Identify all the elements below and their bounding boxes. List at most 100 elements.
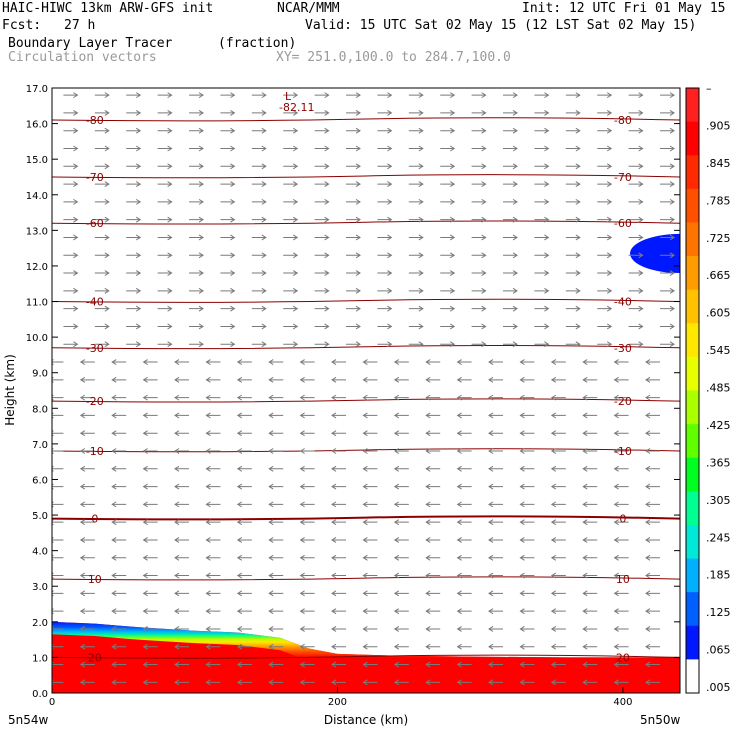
wind-vector <box>174 519 190 526</box>
wind-vector <box>251 109 267 116</box>
wind-vector <box>331 608 347 615</box>
wind-vector <box>346 305 361 312</box>
tracer-fill-edge <box>52 621 680 670</box>
wind-vector <box>220 198 236 205</box>
wind-vector <box>613 554 629 561</box>
wind-vector <box>408 198 424 205</box>
colorbar-label: .605 <box>706 307 731 320</box>
wind-vector <box>550 501 566 508</box>
contour-label: -40 <box>614 296 632 309</box>
wind-vector <box>425 643 441 650</box>
wind-vector <box>534 145 550 152</box>
wind-vector <box>471 270 487 276</box>
wind-vector <box>597 92 613 99</box>
wind-vector <box>251 181 267 188</box>
wind-vector <box>236 608 252 615</box>
wind-vector <box>157 198 173 205</box>
temperature-contour <box>52 398 680 403</box>
wind-vector <box>582 679 598 686</box>
wind-vector <box>456 448 472 454</box>
wind-vector <box>645 554 661 561</box>
wind-vector <box>251 323 267 330</box>
y-tick-label: 15.0 <box>26 155 48 166</box>
wind-vector <box>236 501 252 508</box>
wind-vector <box>488 359 504 365</box>
wind-vector <box>314 305 330 312</box>
wind-vector <box>79 626 95 632</box>
wind-vector <box>471 181 487 188</box>
temperature-contour <box>52 448 680 453</box>
colorbar-label: .185 <box>706 569 731 582</box>
wind-vector <box>157 287 173 294</box>
wind-vector <box>425 608 441 615</box>
wind-vector <box>393 626 409 632</box>
wind-vector <box>236 465 252 472</box>
wind-vector <box>174 465 190 472</box>
wind-vector <box>425 465 441 472</box>
wind-vector <box>205 554 221 561</box>
wind-vector <box>613 572 629 579</box>
contour-label: -30 <box>614 342 632 355</box>
wind-vector <box>362 376 378 383</box>
wind-vector <box>456 465 472 472</box>
wind-vector <box>362 465 378 472</box>
colorbar-label: .545 <box>706 344 731 357</box>
wind-vector <box>79 679 95 686</box>
wind-vector <box>660 145 675 152</box>
wind-vector <box>425 430 441 437</box>
wind-vector <box>628 198 644 205</box>
wind-vector <box>283 181 299 188</box>
wind-vector <box>236 679 252 686</box>
wind-vector <box>550 608 566 615</box>
wind-vector <box>205 626 221 632</box>
wind-vector <box>79 661 95 668</box>
wind-vector <box>534 341 550 348</box>
wind-vector <box>565 127 581 134</box>
wind-vector <box>331 572 347 579</box>
y-tick-label: 8.0 <box>32 404 48 415</box>
wind-vector <box>393 483 409 490</box>
wind-vector <box>597 127 613 134</box>
wind-vector <box>456 590 472 597</box>
wind-vector <box>157 341 173 348</box>
wind-vector <box>63 181 79 188</box>
wind-vector <box>582 519 598 526</box>
colorbar-label: .845 <box>706 157 731 170</box>
wind-vector <box>613 501 629 508</box>
wind-vector <box>174 590 190 597</box>
wind-vector <box>331 483 347 490</box>
wind-vector <box>189 163 204 170</box>
wind-vector <box>111 626 127 632</box>
wind-vector <box>597 323 613 330</box>
wind-vector <box>220 341 236 348</box>
model-title: HAIC-HIWC 13km ARW-GFS init <box>2 1 214 16</box>
wind-vector <box>346 198 361 205</box>
plot-frame <box>51 87 681 694</box>
wind-vector <box>142 537 158 543</box>
wind-vector <box>377 341 393 348</box>
wind-vector <box>111 430 127 437</box>
wind-vector <box>628 145 644 152</box>
wind-vector <box>597 109 613 116</box>
wind-vector <box>550 465 566 472</box>
wind-vector <box>220 163 236 170</box>
wind-vector <box>550 590 566 597</box>
contour-label: -80 <box>614 114 632 127</box>
wind-vector <box>362 590 378 597</box>
fcst-label: Fcst: <box>2 18 42 33</box>
colorbar-label: .425 <box>706 419 731 432</box>
wind-vector <box>189 109 204 116</box>
wind-vector <box>519 554 535 561</box>
wind-vector <box>94 216 110 223</box>
colorbar-swatch <box>686 356 699 391</box>
wind-vector <box>126 216 142 223</box>
wind-vector <box>111 537 127 543</box>
wind-vector <box>283 270 299 276</box>
wind-vector <box>251 305 267 312</box>
wind-vector <box>268 465 284 472</box>
wind-vector <box>565 92 581 99</box>
wind-vector <box>189 252 204 259</box>
wind-vector <box>488 448 504 454</box>
colorbar-swatch <box>686 592 699 627</box>
colorbar-swatch <box>686 424 699 459</box>
